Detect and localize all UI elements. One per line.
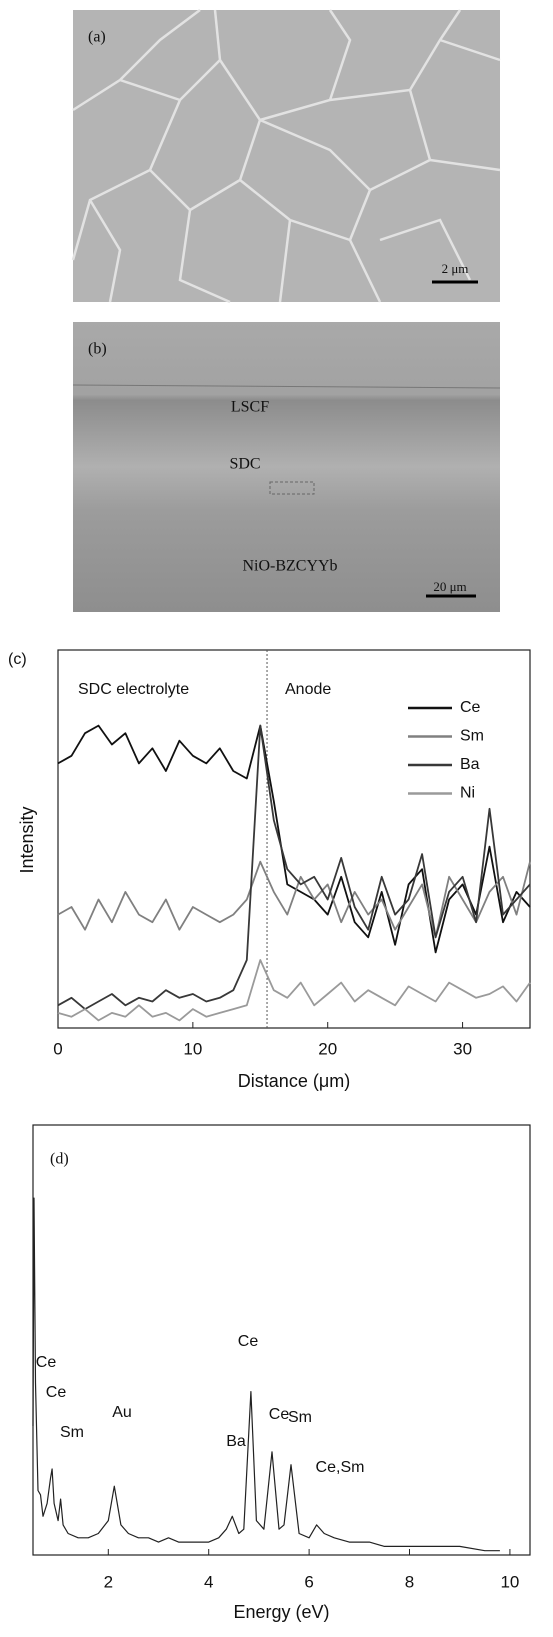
data-line bbox=[57, 724, 531, 954]
legend-label: Ba bbox=[460, 756, 480, 773]
annotation: Anode bbox=[285, 681, 331, 698]
x-tick-label: 2 bbox=[104, 1572, 113, 1591]
data-line bbox=[57, 959, 531, 1022]
x-tick-label: 6 bbox=[304, 1572, 313, 1591]
x-tick-label: 30 bbox=[453, 1039, 472, 1058]
panel-label: (c) bbox=[8, 651, 27, 668]
annotation: Ce bbox=[269, 1406, 290, 1423]
annotation: Ce bbox=[238, 1333, 259, 1350]
legend-label: Sm bbox=[460, 728, 484, 745]
annotation: Ce,Sm bbox=[316, 1459, 365, 1476]
x-tick-label: 4 bbox=[204, 1572, 213, 1591]
annotation: SDC electrolyte bbox=[78, 681, 189, 698]
region-label: SDC bbox=[229, 456, 260, 473]
y-axis-label: Intensity bbox=[17, 806, 37, 873]
x-axis-label: Energy (eV) bbox=[233, 1602, 329, 1622]
grain-boundaries bbox=[71, 9, 501, 304]
sem-image-b bbox=[73, 322, 500, 612]
x-tick-label: 10 bbox=[183, 1039, 202, 1058]
plot-frame bbox=[57, 649, 531, 1029]
interface-line bbox=[72, 384, 501, 389]
scale-bar-label: 20 μm bbox=[433, 579, 466, 594]
annotation: Ce bbox=[36, 1354, 57, 1371]
panel-label: (d) bbox=[50, 1151, 69, 1168]
x-tick-label: 0 bbox=[53, 1039, 62, 1058]
region-label: NiO-BZCYYb bbox=[242, 558, 337, 575]
x-axis-label: Distance (μm) bbox=[238, 1071, 350, 1091]
annotation: Ce bbox=[46, 1384, 67, 1401]
region-label: LSCF bbox=[231, 399, 269, 416]
data-line bbox=[57, 860, 531, 939]
annotation: Sm bbox=[60, 1424, 84, 1441]
panel-label: (b) bbox=[88, 341, 107, 358]
data-line bbox=[57, 724, 531, 1010]
x-tick-label: 8 bbox=[405, 1572, 414, 1591]
annotation: Sm bbox=[288, 1409, 312, 1426]
analysis-box bbox=[269, 481, 315, 495]
data-line bbox=[32, 1197, 500, 1552]
panel-label: (a) bbox=[88, 29, 106, 46]
x-tick-label: 20 bbox=[318, 1039, 337, 1058]
x-tick-label: 10 bbox=[500, 1572, 519, 1591]
annotation: Au bbox=[112, 1404, 132, 1421]
annotation: Ba bbox=[226, 1433, 246, 1450]
legend-label: Ni bbox=[460, 785, 475, 802]
legend-label: Ce bbox=[460, 699, 481, 716]
plot-frame bbox=[32, 1124, 531, 1556]
scale-bar-label: 2 μm bbox=[442, 261, 469, 276]
